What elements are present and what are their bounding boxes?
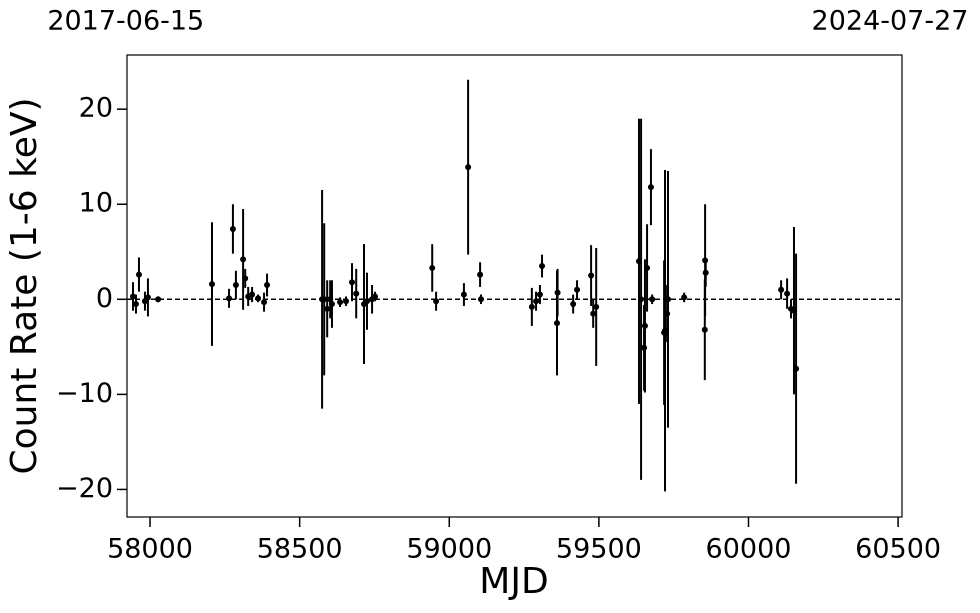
data-point [353,290,360,297]
data-point [590,310,597,317]
x-tick-label: 60500 [855,534,941,565]
data-point [232,282,239,289]
y-tick-label: −10 [56,378,113,409]
y-tick-label: −20 [56,473,113,504]
y-tick-label: 20 [79,93,113,124]
data-point [539,263,546,270]
data-point [328,301,335,308]
data-point [372,293,379,300]
data-point [433,298,440,305]
data-point [641,322,648,329]
data-point [477,271,484,278]
data-point [144,294,151,301]
data-point [778,286,785,293]
data-point [261,299,268,306]
data-point [363,298,370,305]
x-tick-label: 60000 [706,534,792,565]
x-axis-label: MJD [479,561,548,602]
y-tick-label: 0 [96,283,113,314]
data-point [702,269,709,276]
data-point [460,291,467,298]
data-point [570,301,577,308]
data-point [553,320,560,327]
data-point [255,295,262,302]
data-point [324,305,331,312]
data-point [129,293,136,300]
data-point [784,290,791,297]
data-point [264,282,271,289]
data-point [343,298,350,305]
x-tick-label: 59500 [556,534,642,565]
data-point [644,264,651,271]
data-point [229,225,236,232]
data-point [593,303,600,310]
top-date-label: 2017-06-15 [47,6,204,37]
data-point [664,310,671,317]
data-point [135,271,142,278]
data-point [528,303,535,310]
plot-frame [126,54,903,518]
data-point [240,256,247,263]
x-tick-label: 58000 [107,534,193,565]
data-point [249,291,256,298]
data-point [574,286,581,293]
x-tick-label: 59000 [406,534,492,565]
data-point [681,294,688,301]
data-point [337,299,344,306]
data-point [554,289,561,296]
data-point [638,296,645,303]
data-point [793,365,800,372]
data-point [465,164,472,171]
y-axis-label: Count Rate (1-6 keV) [4,97,45,474]
data-point [647,184,654,191]
data-point [477,296,484,303]
data-point [349,279,356,286]
data-point [242,275,249,282]
data-point [588,272,595,279]
data-point [226,295,233,302]
data-point [321,296,328,303]
y-tick-label: 10 [79,188,113,219]
data-point [132,301,139,308]
top-date-label: 2024-07-27 [812,6,969,37]
data-point [701,326,708,333]
data-point [536,291,543,298]
data-point [155,296,162,303]
x-tick-label: 58500 [257,534,343,565]
data-point [649,296,656,303]
data-point [429,264,436,271]
data-point [533,298,540,305]
data-point [208,281,215,288]
